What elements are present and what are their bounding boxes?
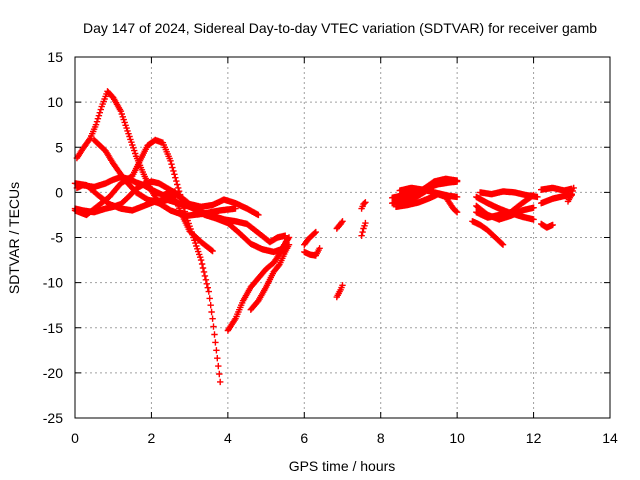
axis-ticks bbox=[74, 56, 611, 419]
series-sat-j bbox=[301, 245, 323, 259]
plus-markers bbox=[301, 245, 323, 259]
plus-markers bbox=[358, 199, 369, 212]
series-sat-k bbox=[333, 282, 346, 301]
plus-markers bbox=[538, 220, 556, 231]
y-axis-label: SDTVAR / TECUs bbox=[6, 182, 22, 294]
series-sat-q bbox=[392, 191, 461, 216]
plus-markers bbox=[333, 282, 346, 301]
plus-markers bbox=[358, 219, 369, 239]
plus-markers bbox=[301, 228, 319, 248]
plus-markers bbox=[392, 191, 461, 216]
y-tick-labels: 15 10 5 0 -5 -10 -15 -20 -25 bbox=[43, 49, 63, 426]
x-tick-label: 8 bbox=[377, 430, 385, 446]
x-tick-label: 2 bbox=[148, 430, 156, 446]
series-sat-m bbox=[358, 219, 369, 239]
chart-title: Day 147 of 2024, Sidereal Day-to-day VTE… bbox=[83, 20, 597, 36]
x-tick-label: 12 bbox=[526, 430, 542, 446]
plus-markers bbox=[564, 184, 577, 205]
x-tick-label: 0 bbox=[71, 430, 79, 446]
x-tick-label: 10 bbox=[449, 430, 465, 446]
plus-markers bbox=[333, 218, 346, 232]
x-tick-label: 4 bbox=[224, 430, 232, 446]
series-sat-v bbox=[473, 191, 537, 221]
plus-markers bbox=[73, 173, 293, 256]
y-tick-label: -20 bbox=[43, 365, 63, 381]
series-sat-w bbox=[476, 188, 541, 201]
y-tick-label: -5 bbox=[51, 230, 64, 246]
x-tick-label: 6 bbox=[300, 430, 308, 446]
grid bbox=[75, 57, 610, 418]
series-sat-f bbox=[73, 173, 293, 256]
series-sat-i bbox=[301, 228, 319, 248]
y-tick-label: -25 bbox=[43, 410, 63, 426]
series-sat-s bbox=[469, 218, 507, 248]
x-axis-label: GPS time / hours bbox=[289, 458, 396, 474]
series-sat-l bbox=[333, 218, 346, 232]
y-tick-label: 15 bbox=[47, 49, 63, 65]
plus-markers bbox=[473, 191, 537, 221]
data-marks bbox=[71, 88, 577, 386]
x-tick-label: 14 bbox=[602, 430, 618, 446]
series-sat-b bbox=[71, 136, 224, 386]
plus-markers bbox=[71, 136, 224, 386]
plus-markers bbox=[469, 218, 507, 248]
x-tick-labels: 0 2 4 6 8 10 12 14 bbox=[71, 430, 618, 446]
series-sat-x bbox=[538, 220, 556, 231]
plus-markers bbox=[247, 241, 293, 313]
plus-markers bbox=[224, 236, 291, 334]
y-tick-label: 5 bbox=[55, 139, 63, 155]
y-tick-label: -15 bbox=[43, 320, 63, 336]
series-sat-r bbox=[396, 175, 461, 194]
series-sat-aa bbox=[564, 184, 577, 205]
series-sat-g bbox=[224, 236, 291, 334]
plus-markers bbox=[476, 188, 541, 201]
series-sat-n bbox=[358, 199, 369, 212]
y-tick-label: 0 bbox=[55, 184, 63, 200]
series-sat-z bbox=[538, 184, 575, 194]
plus-markers bbox=[396, 175, 461, 194]
y-tick-label: 10 bbox=[47, 94, 63, 110]
y-tick-label: -10 bbox=[43, 275, 63, 291]
plus-markers bbox=[538, 184, 575, 194]
series-sat-h bbox=[247, 241, 293, 313]
